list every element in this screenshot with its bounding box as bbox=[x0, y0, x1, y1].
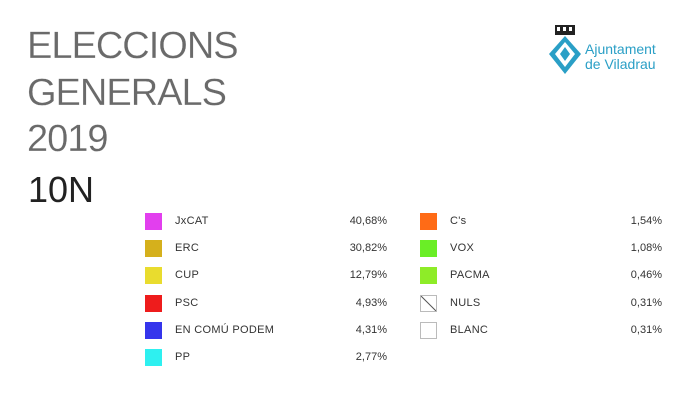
color-swatch bbox=[420, 240, 437, 258]
logo-text: de Viladrau bbox=[585, 56, 656, 72]
color-swatch bbox=[145, 213, 162, 230]
logo-emblem bbox=[549, 25, 581, 74]
party-name: BLANC bbox=[450, 323, 489, 336]
party-percentage: 0,31% bbox=[630, 296, 662, 309]
title-line: GENERALS bbox=[27, 72, 227, 114]
subtitle: 10N bbox=[28, 169, 95, 210]
logo-text: Ajuntament bbox=[585, 41, 656, 57]
party-name: EN COMÚ PODEM bbox=[175, 323, 275, 336]
party-name: PACMA bbox=[450, 269, 490, 282]
party-percentage: 1,08% bbox=[630, 242, 662, 255]
color-swatch bbox=[145, 267, 162, 285]
party-name: C's bbox=[450, 215, 467, 227]
color-swatch bbox=[145, 349, 162, 366]
party-percentage: 30,82% bbox=[349, 242, 387, 255]
color-swatch bbox=[420, 267, 437, 285]
party-percentage: 2,77% bbox=[355, 351, 387, 363]
title-line: 2019 bbox=[27, 118, 109, 160]
party-percentage: 40,68% bbox=[349, 215, 387, 227]
party-name: VOX bbox=[450, 242, 475, 255]
party-percentage: 12,79% bbox=[349, 269, 387, 282]
party-name: NULS bbox=[450, 296, 481, 309]
party-percentage: 4,93% bbox=[355, 296, 387, 309]
party-name: CUP bbox=[175, 269, 200, 282]
party-percentage: 0,46% bbox=[630, 269, 662, 282]
party-name: ERC bbox=[175, 242, 200, 255]
color-swatch bbox=[145, 294, 162, 312]
color-swatch bbox=[145, 240, 162, 258]
party-name: JxCAT bbox=[175, 215, 209, 227]
title-line: ELECCIONS bbox=[27, 25, 239, 67]
party-percentage: 0,31% bbox=[630, 323, 662, 336]
party-name: PSC bbox=[175, 296, 199, 309]
color-swatch bbox=[420, 321, 437, 339]
party-percentage: 1,54% bbox=[630, 215, 662, 227]
color-swatch bbox=[420, 213, 437, 230]
color-swatch bbox=[420, 294, 437, 312]
color-swatch bbox=[145, 321, 162, 339]
party-percentage: 4,31% bbox=[355, 323, 387, 336]
party-name: PP bbox=[175, 351, 191, 363]
